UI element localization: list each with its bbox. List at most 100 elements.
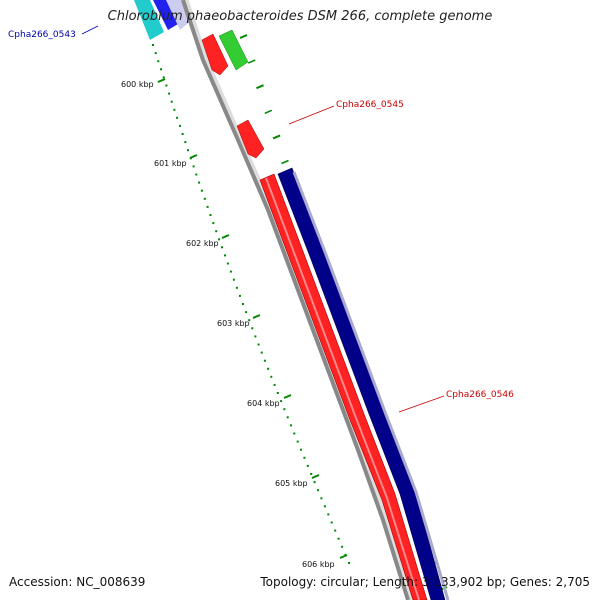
ruler-dot bbox=[152, 44, 154, 46]
ruler-dot bbox=[306, 464, 309, 467]
ruler-dot bbox=[184, 141, 187, 144]
rna-gene-green bbox=[218, 29, 249, 71]
genome-summary-text: Topology: circular; Length: 3,133,902 bp… bbox=[260, 575, 590, 589]
leader-lines bbox=[81, 25, 445, 413]
leader-cpha266-0545 bbox=[288, 105, 335, 125]
ruler-dot bbox=[334, 529, 337, 532]
ruler-major-tick bbox=[221, 234, 230, 239]
ruler-dot bbox=[251, 327, 254, 330]
ruler-dot bbox=[290, 424, 292, 427]
ruler-inner-tick bbox=[239, 34, 248, 39]
ruler-dot bbox=[310, 473, 313, 475]
ruler-dot bbox=[181, 133, 184, 135]
ruler-dot bbox=[229, 270, 232, 273]
gene-arrow-cpha266-0545 bbox=[236, 119, 265, 159]
ruler-dot bbox=[187, 149, 189, 152]
ruler-dot bbox=[221, 246, 223, 249]
ruler-dot bbox=[293, 432, 296, 435]
ruler-major-tick bbox=[311, 474, 320, 479]
ruler-dot bbox=[242, 303, 244, 305]
ruler-dot bbox=[198, 181, 201, 184]
ruler-dot bbox=[238, 294, 241, 297]
gene-forward-highlight bbox=[265, 177, 420, 600]
ruler-dot bbox=[200, 189, 203, 192]
ruler-inner-tick bbox=[272, 134, 281, 140]
ruler-major-tick bbox=[283, 394, 292, 399]
ruler-dot bbox=[215, 230, 218, 233]
ruler-dot bbox=[157, 60, 160, 63]
ruler-dot bbox=[260, 351, 263, 354]
ruler-label-604: 604 kbp bbox=[247, 399, 280, 408]
ruler-dot bbox=[203, 197, 206, 200]
ruler-dot bbox=[154, 52, 157, 55]
ruler-dot bbox=[313, 481, 316, 484]
ruler-dot bbox=[276, 392, 279, 394]
ruler-dot bbox=[170, 100, 173, 103]
gene-label-cpha266-0543: Cpha266_0543 bbox=[8, 30, 76, 40]
ruler-major-tick bbox=[189, 154, 198, 159]
ruler-major-tick bbox=[157, 78, 166, 83]
ruler-dot bbox=[232, 278, 235, 281]
ruler-dot bbox=[176, 116, 179, 119]
ruler-dot bbox=[165, 84, 168, 87]
ruler-dot bbox=[206, 205, 209, 208]
genome-title: Chlorobium phaeobacteroides DSM 266, com… bbox=[107, 9, 493, 24]
ruler-dot bbox=[245, 311, 248, 314]
ruler-dot bbox=[254, 335, 257, 338]
gene-cpha266-0546-reverse bbox=[277, 167, 446, 600]
ruler-major-tick bbox=[252, 314, 261, 319]
ruler-dot bbox=[320, 497, 323, 500]
ruler-label-605: 605 kbp bbox=[275, 479, 308, 488]
gene-label-cpha266-0545: Cpha266_0545 bbox=[336, 100, 404, 110]
leader-cpha266-0546 bbox=[398, 395, 445, 413]
accession-text: Accession: NC_008639 bbox=[9, 575, 146, 589]
ruler-dot bbox=[280, 400, 283, 403]
ruler-dot bbox=[283, 408, 286, 411]
ruler-label-602: 602 kbp bbox=[186, 239, 219, 248]
ruler-inner-tick bbox=[247, 59, 256, 64]
ruler-dot bbox=[168, 92, 171, 95]
ruler-dot bbox=[323, 505, 326, 508]
ruler-label-601: 601 kbp bbox=[154, 159, 187, 168]
ruler-dot bbox=[303, 456, 306, 459]
ruler-dot bbox=[263, 359, 266, 362]
ruler-dot bbox=[337, 537, 340, 540]
ruler-dot bbox=[300, 448, 302, 451]
ruler-dot bbox=[286, 416, 289, 419]
ruler-label-606: 606 kbp bbox=[302, 560, 335, 569]
ruler-dot bbox=[209, 214, 212, 216]
ruler-dot bbox=[267, 367, 270, 370]
ruler-dot bbox=[224, 254, 226, 257]
leader-cpha266-0543 bbox=[81, 25, 99, 35]
ruler-dot bbox=[273, 383, 276, 386]
ruler-dot bbox=[270, 375, 273, 378]
ruler-dot bbox=[192, 165, 195, 168]
ruler-dot bbox=[218, 238, 221, 241]
ruler-dot bbox=[195, 173, 198, 176]
ruler-dot bbox=[235, 286, 238, 289]
ruler-dot bbox=[348, 562, 350, 564]
ruler-dot bbox=[178, 124, 181, 127]
ruler-major-tick bbox=[339, 554, 348, 559]
ruler-dot bbox=[341, 545, 344, 548]
ruler-label-600: 600 kbp bbox=[121, 80, 154, 89]
ruler-inner-tick bbox=[256, 84, 264, 90]
ruler-dot bbox=[226, 262, 229, 265]
ruler-dot bbox=[257, 343, 260, 346]
ruler-inner-tick bbox=[281, 159, 289, 165]
kbp-ruler bbox=[152, 34, 448, 591]
ruler-dot bbox=[317, 489, 319, 492]
ruler-dot bbox=[162, 76, 165, 79]
ruler-dot bbox=[248, 319, 251, 322]
ruler-dot bbox=[160, 68, 162, 71]
ruler-dot bbox=[327, 513, 330, 516]
ruler-dot bbox=[296, 440, 299, 443]
hit-block-cyan bbox=[134, 0, 164, 40]
ruler-labels: 600 kbp 601 kbp 602 kbp 603 kbp 604 kbp … bbox=[121, 80, 335, 569]
ruler-dot bbox=[212, 222, 215, 225]
gene-reverse-shadow bbox=[292, 171, 450, 600]
ruler-inner-tick bbox=[264, 109, 273, 114]
ruler-dot bbox=[173, 108, 176, 111]
